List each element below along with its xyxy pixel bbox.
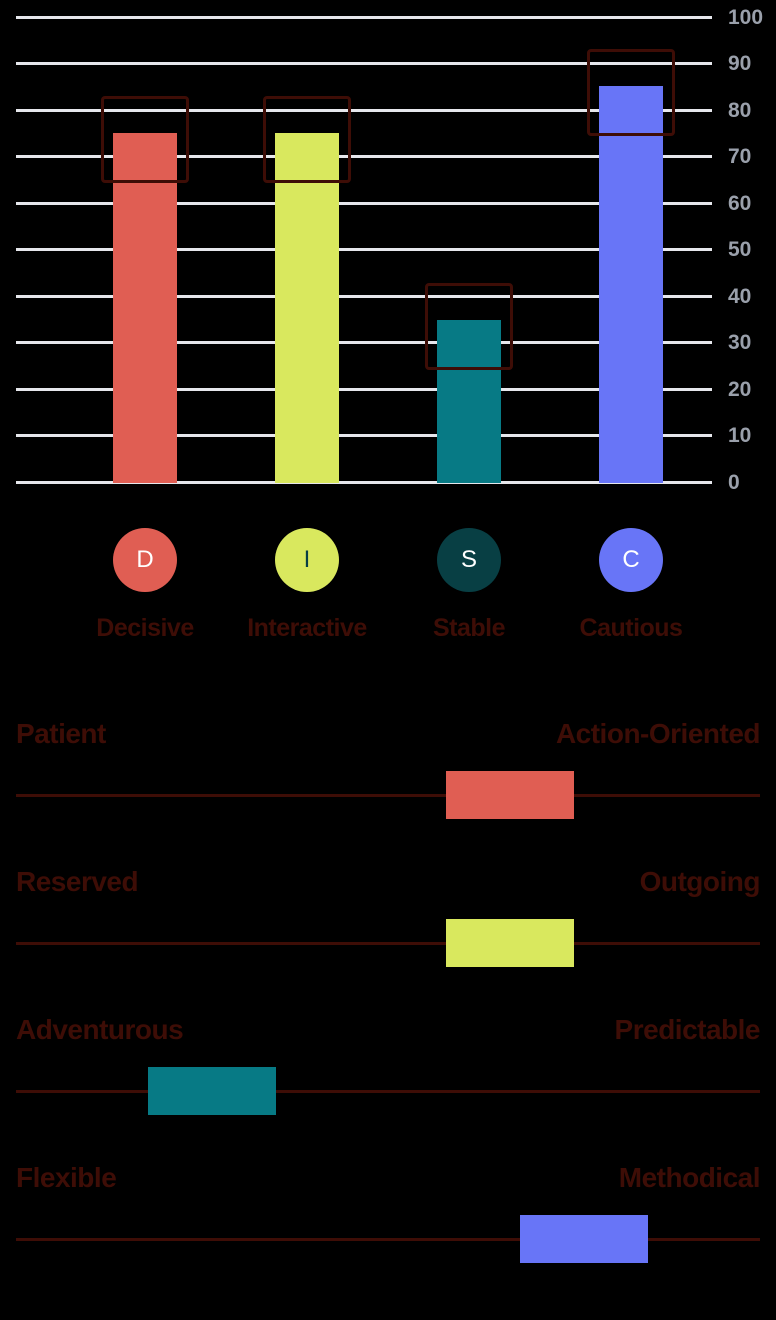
scale-right-label: Action-Oriented — [555, 718, 761, 749]
gridline-60 — [16, 202, 712, 205]
scale-marker-i — [446, 919, 574, 967]
y-tick-30: 30 — [728, 331, 752, 354]
scale-marker-s — [148, 1067, 276, 1115]
y-tick-50: 50 — [728, 238, 752, 261]
y-tick-90: 90 — [728, 52, 752, 75]
scale-track — [16, 1090, 760, 1093]
badge-d: D — [113, 528, 177, 592]
scale-left-label: Patient — [16, 718, 106, 749]
highlight-marker-interactive — [263, 96, 351, 183]
highlight-marker-cautious — [587, 49, 675, 136]
highlight-marker-stable — [425, 283, 513, 370]
label-decisive: Decisive — [96, 614, 194, 642]
scale-track — [16, 1238, 760, 1241]
bar-cautious — [599, 86, 663, 483]
scale-marker-d — [446, 771, 574, 819]
scale-left-label: Adventurous — [16, 1014, 184, 1045]
scale-patient-action: Patient Action-Oriented — [16, 718, 761, 819]
scale-left-label: Flexible — [16, 1162, 117, 1193]
bar-interactive — [275, 133, 339, 483]
y-tick-40: 40 — [728, 285, 752, 308]
scale-reserved-outgoing: Reserved Outgoing — [16, 866, 761, 967]
scale-track — [16, 794, 760, 797]
badge-s: S — [437, 528, 501, 592]
scale-flexible-methodical: Flexible Methodical — [16, 1162, 761, 1263]
scale-adventurous-predictable: Adventurous Predictable — [16, 1014, 761, 1115]
y-tick-70: 70 — [728, 145, 752, 168]
gridline-40 — [16, 295, 712, 298]
y-tick-20: 20 — [728, 378, 752, 401]
bar-stable — [437, 320, 501, 483]
y-tick-60: 60 — [728, 192, 752, 215]
gridline-20 — [16, 388, 712, 391]
badge-i: I — [275, 528, 339, 592]
gridline-90 — [16, 62, 712, 65]
scale-right-label: Predictable — [614, 1014, 761, 1045]
scale-track — [16, 942, 760, 945]
gridline-70 — [16, 155, 712, 158]
label-interactive: Interactive — [247, 614, 367, 642]
y-tick-100: 100 — [728, 6, 764, 29]
bar-decisive — [113, 133, 177, 483]
scale-right-label: Outgoing — [639, 866, 761, 897]
highlight-marker-decisive — [101, 96, 189, 183]
gridline-0 — [16, 481, 712, 484]
y-tick-10: 10 — [728, 424, 752, 447]
disc-bar-chart: 100 90 80 70 60 50 40 30 20 10 0 — [0, 0, 776, 500]
label-stable: Stable — [432, 614, 506, 642]
gridline-30 — [16, 341, 712, 344]
scale-marker-c — [520, 1215, 648, 1263]
label-cautious: Cautious — [579, 614, 683, 642]
y-tick-0: 0 — [728, 471, 740, 494]
gridline-10 — [16, 434, 712, 437]
gridline-50 — [16, 248, 712, 251]
scale-left-label: Reserved — [16, 866, 139, 897]
badge-c: C — [599, 528, 663, 592]
y-tick-80: 80 — [728, 99, 752, 122]
gridline-100 — [16, 16, 712, 19]
gridline-80 — [16, 109, 712, 112]
scale-right-label: Methodical — [618, 1162, 761, 1193]
